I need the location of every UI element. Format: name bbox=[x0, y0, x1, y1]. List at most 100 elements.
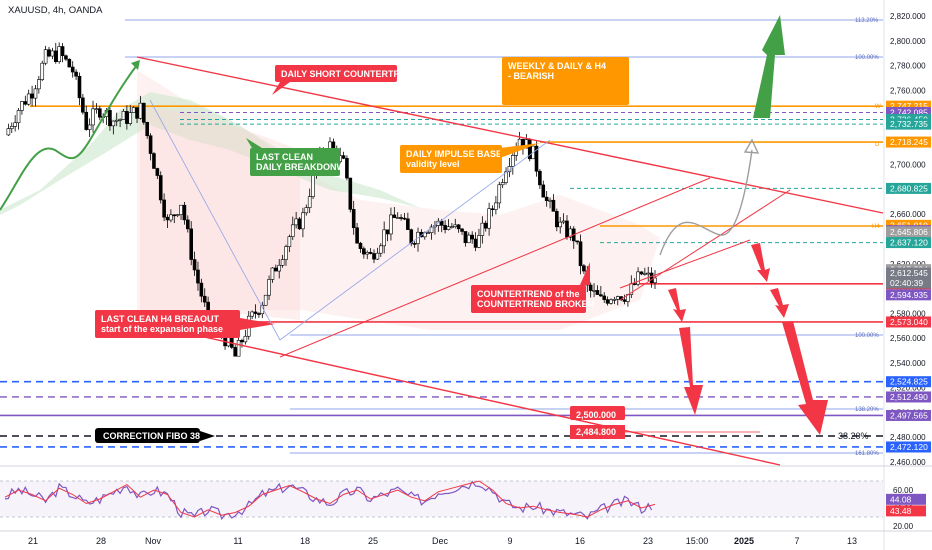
candle-body-67 bbox=[233, 347, 238, 357]
fib-100-label: 100.00% bbox=[855, 55, 879, 61]
fib-113-label: 113.20% bbox=[855, 18, 879, 24]
candle-body-58 bbox=[202, 295, 207, 303]
candle-body-18 bbox=[67, 58, 72, 68]
fib-161-label: 161.80% bbox=[855, 451, 879, 457]
h4-breakout-box bbox=[95, 310, 240, 338]
candle-body-110 bbox=[378, 245, 383, 254]
candle-body-69 bbox=[240, 340, 244, 343]
candle-body-187 bbox=[639, 271, 644, 275]
candle-body-79 bbox=[274, 267, 278, 272]
candle-body-2 bbox=[13, 122, 17, 127]
candle-body-51 bbox=[179, 204, 183, 215]
candle-body-114 bbox=[392, 214, 397, 218]
candle-body-57 bbox=[199, 282, 204, 297]
target-2500-box bbox=[570, 406, 625, 420]
candle-body-43 bbox=[152, 153, 156, 169]
candle-body-27 bbox=[97, 108, 102, 118]
candle-body-128 bbox=[439, 220, 444, 226]
y-tick-6: 2,580.000 bbox=[890, 309, 926, 318]
candle-body-72 bbox=[250, 311, 254, 317]
rising-channel-upper bbox=[619, 189, 791, 301]
level-tag-label-14: 2,573.040 bbox=[890, 317, 928, 327]
candle-body-191 bbox=[653, 277, 657, 284]
candle-body-83 bbox=[287, 236, 292, 247]
candle-body-48 bbox=[169, 214, 173, 221]
h4-breakout-text-1: start of the expansion phase bbox=[101, 324, 223, 334]
candle-body-165 bbox=[565, 220, 569, 238]
level-tag-5 bbox=[886, 182, 931, 194]
candle-body-76 bbox=[263, 294, 268, 306]
candle-body-30 bbox=[108, 110, 112, 127]
candle-body-175 bbox=[599, 294, 603, 297]
rsi-tag-label-0: 44.08 bbox=[890, 494, 912, 504]
target-2500-text-0: 2,500.000 bbox=[576, 410, 616, 420]
red-arrow-5 bbox=[782, 321, 828, 435]
level-tag-0 bbox=[886, 100, 931, 112]
candle-body-42 bbox=[148, 135, 153, 154]
candle-body-53 bbox=[186, 219, 190, 230]
level-tag-label-17: 2,497.565 bbox=[890, 410, 928, 420]
x-tick-12: 7 bbox=[794, 536, 799, 546]
y-tick-0: 2,460.000 bbox=[890, 458, 926, 467]
candle-body-17 bbox=[64, 55, 68, 60]
impulse-base-box bbox=[400, 145, 502, 173]
level-tag-4 bbox=[886, 136, 931, 148]
candle-body-89 bbox=[307, 196, 312, 208]
candle-body-46 bbox=[162, 199, 166, 218]
candle-body-6 bbox=[26, 93, 31, 105]
daily-short-countertrend-box bbox=[275, 65, 397, 82]
y-tick-18: 2,820.000 bbox=[890, 12, 926, 21]
x-tick-13: 13 bbox=[847, 536, 857, 546]
red-arrow-3 bbox=[770, 288, 789, 318]
candle-body-8 bbox=[33, 88, 38, 99]
x-tick-8: 16 bbox=[575, 536, 585, 546]
x-tick-10: 15:00 bbox=[686, 536, 709, 546]
candle-body-84 bbox=[290, 224, 295, 237]
candle-body-90 bbox=[311, 172, 315, 197]
candle-body-120 bbox=[412, 243, 417, 245]
y-tick-10: 2,660.000 bbox=[890, 210, 926, 219]
candle-body-47 bbox=[165, 216, 170, 221]
candle-body-31 bbox=[111, 120, 116, 127]
correction-fibo-box bbox=[95, 428, 200, 443]
candle-body-117 bbox=[402, 217, 407, 220]
candle-body-190 bbox=[649, 272, 654, 284]
x-tick-4: 18 bbox=[300, 536, 310, 546]
countertrend-bottom-line bbox=[136, 321, 781, 466]
x-tick-6: Dec bbox=[432, 536, 449, 546]
h4-breakout-text-0: LAST CLEAN H4 BREAOUT bbox=[101, 314, 220, 324]
level-tag-label-18: 2,472.120 bbox=[890, 442, 928, 452]
level-tag-17 bbox=[886, 409, 931, 421]
level-tag-label-15: 2,524.825 bbox=[890, 377, 928, 387]
candle-body-104 bbox=[358, 242, 363, 249]
y-tick-5: 2,560.000 bbox=[890, 334, 926, 343]
candle-body-56 bbox=[196, 269, 200, 284]
candle-body-7 bbox=[30, 93, 34, 99]
level-tag-3 bbox=[886, 118, 931, 130]
candle-body-143 bbox=[490, 208, 495, 211]
candle-body-137 bbox=[470, 234, 474, 240]
candle-body-170 bbox=[582, 265, 586, 272]
candle-body-52 bbox=[182, 204, 187, 221]
correction-fibo-pointer bbox=[200, 431, 215, 441]
candle-body-0 bbox=[6, 128, 11, 136]
candle-body-166 bbox=[568, 228, 573, 238]
level-tag-label-16: 2,512.490 bbox=[890, 392, 928, 402]
chart-title: XAUUSD, 4h, OANDA bbox=[8, 5, 103, 16]
candle-body-115 bbox=[395, 217, 400, 219]
x-tick-1: 28 bbox=[96, 536, 106, 546]
level-tag-15 bbox=[886, 376, 931, 388]
candle-body-139 bbox=[477, 235, 481, 248]
rsi-tick-0: 20.00 bbox=[893, 522, 914, 531]
candle-body-11 bbox=[43, 49, 48, 64]
level-tag-label-3: 2,732.735 bbox=[890, 119, 928, 129]
candle-body-34 bbox=[121, 111, 126, 120]
candle-body-108 bbox=[372, 253, 376, 260]
candle-body-186 bbox=[636, 271, 640, 285]
fib-diagonal-1 bbox=[149, 99, 281, 341]
candle-body-157 bbox=[538, 170, 542, 186]
fib-138-label: 138.20% bbox=[855, 407, 879, 413]
x-tick-3: 11 bbox=[233, 536, 242, 546]
candle-body-21 bbox=[77, 75, 82, 99]
